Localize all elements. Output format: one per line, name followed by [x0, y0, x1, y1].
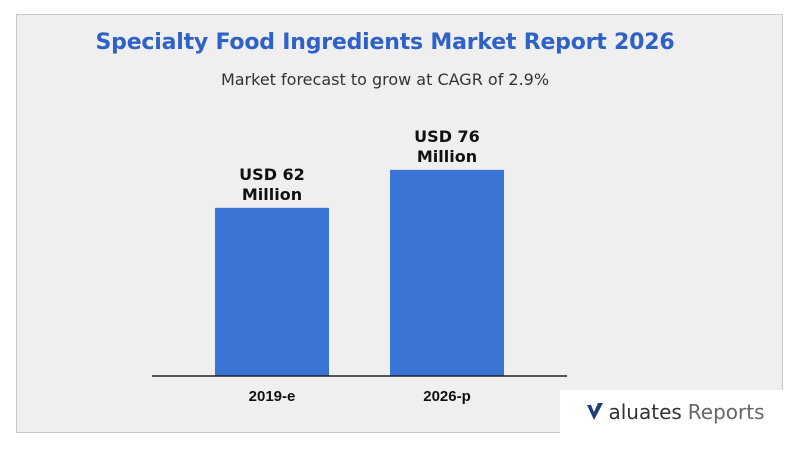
bar-2019-e: [215, 207, 329, 376]
x-tick-label-2019-e: 2019-e: [249, 388, 296, 405]
brand-word-aluates: aluates: [608, 400, 682, 424]
data-label-2019-e: USD 62 Million: [239, 165, 305, 204]
bar-2026-p: [390, 169, 504, 376]
x-tick-label-2026-p: 2026-p: [423, 388, 471, 405]
chart-title: Specialty Food Ingredients Market Report…: [95, 30, 675, 55]
valuates-reports-logo: aluates Reports: [560, 390, 790, 434]
brand-word-reports: Reports: [687, 400, 765, 424]
v-check-logo-icon: [587, 403, 604, 420]
chart-subtitle: Market forecast to grow at CAGR of 2.9%: [220, 70, 550, 89]
data-label-2026-p: USD 76 Million: [414, 127, 480, 166]
